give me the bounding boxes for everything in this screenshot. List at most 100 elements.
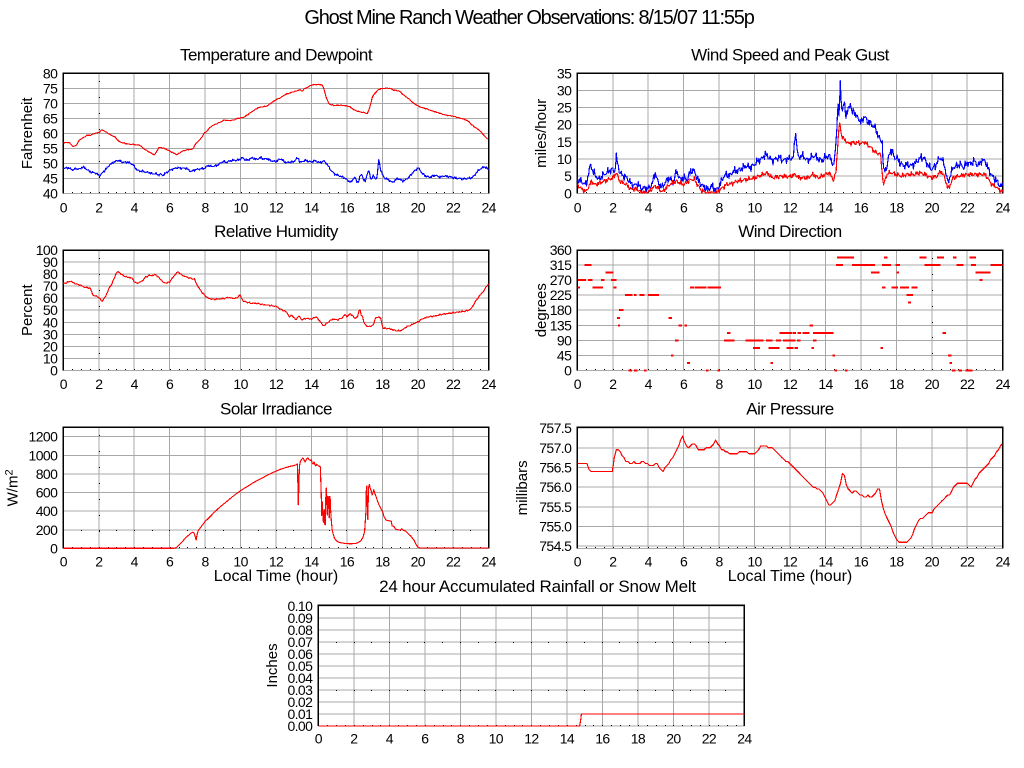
svg-text:14: 14 xyxy=(818,199,833,215)
svg-text:0.05: 0.05 xyxy=(287,658,313,674)
svg-text:0.06: 0.06 xyxy=(287,646,313,662)
svg-text:1000: 1000 xyxy=(29,447,59,463)
svg-text:6: 6 xyxy=(166,199,174,215)
svg-text:16: 16 xyxy=(340,376,355,392)
svg-text:55: 55 xyxy=(43,140,58,156)
svg-text:24 hour Accumulated Rainfall o: 24 hour Accumulated Rainfall or Snow Mel… xyxy=(379,577,696,596)
svg-text:6: 6 xyxy=(166,376,174,392)
svg-text:8: 8 xyxy=(202,199,210,215)
svg-text:16: 16 xyxy=(854,199,869,215)
svg-text:360: 360 xyxy=(550,242,572,258)
svg-text:4: 4 xyxy=(131,554,139,570)
svg-text:65: 65 xyxy=(43,110,58,126)
svg-text:12: 12 xyxy=(269,554,284,570)
svg-text:14: 14 xyxy=(304,199,319,215)
svg-text:800: 800 xyxy=(36,466,58,482)
svg-text:4: 4 xyxy=(131,376,139,392)
svg-text:0.10: 0.10 xyxy=(287,598,313,614)
svg-text:45: 45 xyxy=(557,347,572,363)
svg-text:6: 6 xyxy=(166,554,174,570)
svg-text:14: 14 xyxy=(818,554,833,570)
svg-text:24: 24 xyxy=(996,199,1011,215)
svg-text:755.5: 755.5 xyxy=(539,499,572,515)
svg-text:0: 0 xyxy=(574,554,582,570)
svg-text:0.03: 0.03 xyxy=(287,682,313,698)
svg-text:12: 12 xyxy=(269,376,284,392)
svg-text:6: 6 xyxy=(680,554,688,570)
svg-text:24: 24 xyxy=(482,554,497,570)
svg-text:Wind Speed and Peak Gust: Wind Speed and Peak Gust xyxy=(691,45,890,64)
svg-text:0: 0 xyxy=(574,199,582,215)
svg-text:2: 2 xyxy=(350,731,358,747)
svg-text:0.08: 0.08 xyxy=(287,622,313,638)
svg-text:16: 16 xyxy=(854,554,869,570)
svg-text:0: 0 xyxy=(60,554,68,570)
svg-text:18: 18 xyxy=(889,199,904,215)
svg-text:25: 25 xyxy=(557,100,572,116)
svg-text:50: 50 xyxy=(43,302,58,318)
svg-text:200: 200 xyxy=(36,522,58,538)
svg-text:0.09: 0.09 xyxy=(287,610,313,626)
svg-text:70: 70 xyxy=(43,278,58,294)
svg-text:18: 18 xyxy=(631,731,646,747)
svg-text:2: 2 xyxy=(609,199,617,215)
svg-text:600: 600 xyxy=(36,485,58,501)
svg-text:10: 10 xyxy=(233,376,248,392)
svg-text:20: 20 xyxy=(666,731,681,747)
svg-text:2: 2 xyxy=(95,199,103,215)
svg-text:6: 6 xyxy=(421,731,429,747)
svg-text:24: 24 xyxy=(482,199,497,215)
svg-text:18: 18 xyxy=(889,376,904,392)
svg-text:756.0: 756.0 xyxy=(539,479,572,495)
svg-text:8: 8 xyxy=(457,731,465,747)
svg-text:315: 315 xyxy=(550,257,572,273)
svg-text:24: 24 xyxy=(737,731,752,747)
svg-text:20: 20 xyxy=(925,376,940,392)
svg-text:24: 24 xyxy=(996,554,1011,570)
svg-text:45: 45 xyxy=(43,170,58,186)
svg-text:22: 22 xyxy=(446,376,461,392)
svg-text:Inches: Inches xyxy=(264,643,281,687)
svg-text:16: 16 xyxy=(340,199,355,215)
svg-text:35: 35 xyxy=(557,65,572,81)
svg-text:12: 12 xyxy=(783,199,798,215)
svg-text:18: 18 xyxy=(375,376,390,392)
svg-text:70: 70 xyxy=(43,95,58,111)
svg-text:Relative Humidity: Relative Humidity xyxy=(214,222,339,241)
svg-text:20: 20 xyxy=(557,117,572,133)
svg-text:754.5: 754.5 xyxy=(539,538,572,554)
svg-text:135: 135 xyxy=(550,317,572,333)
svg-text:40: 40 xyxy=(43,314,58,330)
svg-text:8: 8 xyxy=(716,554,724,570)
svg-text:20: 20 xyxy=(411,376,426,392)
svg-text:6: 6 xyxy=(680,376,688,392)
svg-text:22: 22 xyxy=(960,376,975,392)
svg-text:0: 0 xyxy=(60,376,68,392)
svg-text:8: 8 xyxy=(202,554,210,570)
svg-text:1200: 1200 xyxy=(29,429,59,445)
svg-text:millibars: millibars xyxy=(514,460,531,515)
svg-text:12: 12 xyxy=(783,376,798,392)
svg-text:225: 225 xyxy=(550,287,572,303)
svg-text:8: 8 xyxy=(716,376,724,392)
svg-text:18: 18 xyxy=(889,554,904,570)
svg-text:20: 20 xyxy=(411,554,426,570)
svg-text:0.04: 0.04 xyxy=(287,670,313,686)
svg-text:22: 22 xyxy=(446,199,461,215)
svg-text:0.01: 0.01 xyxy=(287,706,313,722)
svg-text:757.5: 757.5 xyxy=(539,420,572,436)
svg-text:50: 50 xyxy=(43,155,58,171)
svg-text:24: 24 xyxy=(482,376,497,392)
svg-text:Air Pressure: Air Pressure xyxy=(746,399,834,418)
svg-text:10: 10 xyxy=(747,376,762,392)
svg-text:12: 12 xyxy=(524,731,539,747)
svg-text:miles/hour: miles/hour xyxy=(533,99,550,168)
svg-text:0: 0 xyxy=(50,541,58,557)
svg-text:6: 6 xyxy=(680,199,688,215)
svg-text:degrees: degrees xyxy=(533,283,550,337)
svg-text:Fahrenheit: Fahrenheit xyxy=(19,97,36,170)
svg-text:15: 15 xyxy=(557,134,572,150)
svg-text:90: 90 xyxy=(557,332,572,348)
svg-text:30: 30 xyxy=(43,326,58,342)
svg-text:24: 24 xyxy=(996,376,1011,392)
